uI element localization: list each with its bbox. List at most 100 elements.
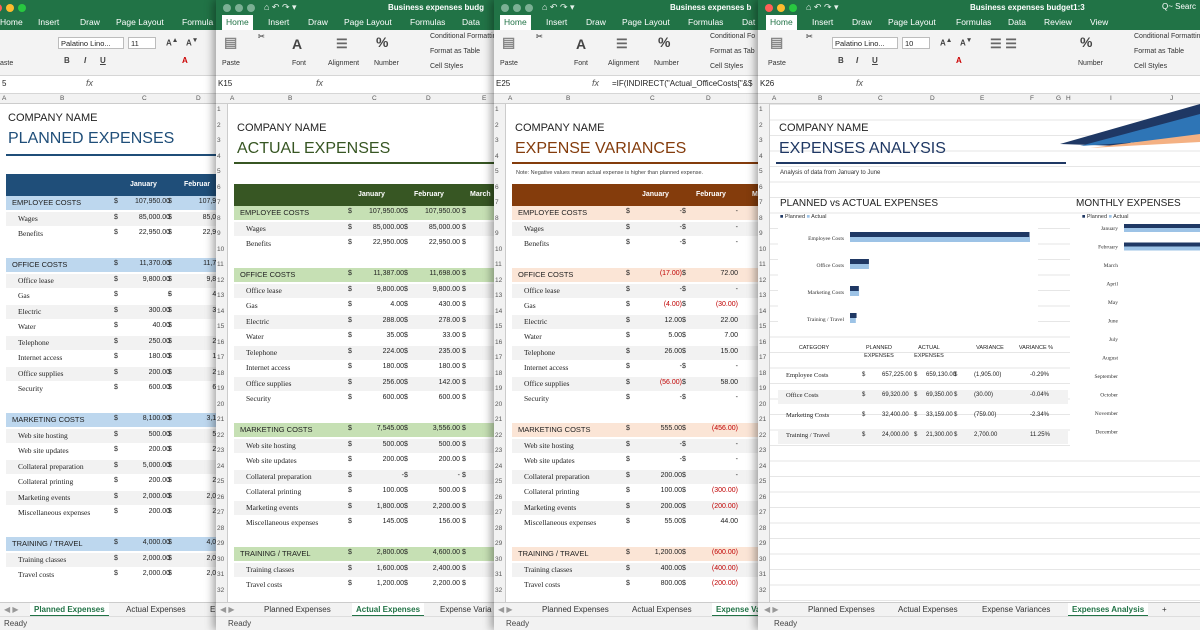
row-number[interactable]: 26 xyxy=(217,493,225,501)
table-row[interactable]: Security $ - $ - xyxy=(512,392,770,406)
underline-button[interactable]: U xyxy=(100,56,106,65)
row-number[interactable]: 2 xyxy=(759,121,763,129)
row-number[interactable]: 24 xyxy=(217,462,225,470)
row-number[interactable]: 4 xyxy=(495,152,499,160)
table-row[interactable]: Marketing events$1,800.00$2,200.00$2,20 xyxy=(234,500,506,515)
row-number[interactable]: 23 xyxy=(495,447,503,454)
row-number[interactable]: 1 xyxy=(217,106,221,113)
tab-formulas[interactable]: Formulas xyxy=(956,17,992,27)
row-number[interactable]: 27 xyxy=(217,509,225,516)
table-row[interactable]: Internet access $ - $ - xyxy=(512,361,770,375)
sheet-tab-variances[interactable]: Expense Varia xyxy=(440,605,492,614)
row-number[interactable]: 16 xyxy=(759,338,767,346)
blank-row[interactable] xyxy=(234,408,506,422)
row-number[interactable]: 12 xyxy=(759,276,767,284)
number-group-label[interactable]: Number xyxy=(374,60,399,67)
row-number[interactable]: 10 xyxy=(759,245,767,253)
tab-page-layout[interactable]: Page Layout xyxy=(622,17,670,27)
row-number[interactable]: 22 xyxy=(495,431,503,439)
row-number[interactable]: 14 xyxy=(495,307,503,315)
table-row[interactable]: Electric $12.00 $22.00 xyxy=(512,314,770,329)
row-number[interactable]: 26 xyxy=(495,493,503,501)
column-letter[interactable]: B xyxy=(818,95,823,102)
search-box[interactable]: Q~ Searc xyxy=(1161,2,1196,11)
tab-data[interactable]: Data xyxy=(462,17,480,27)
formula-input[interactable]: =IF(INDIRECT("Actual_OfficeCosts["&$ xyxy=(612,79,753,88)
blank-row[interactable] xyxy=(6,522,230,536)
tab-formulas[interactable]: Formulas xyxy=(688,17,724,27)
row-number[interactable]: 22 xyxy=(759,431,767,439)
conditional-formatting-button[interactable]: Conditional Fo xyxy=(710,33,756,40)
row-number[interactable]: 5 xyxy=(495,168,499,175)
row-number[interactable]: 13 xyxy=(217,292,225,299)
table-row[interactable]: Gas $ (4.00) $ (30.00) xyxy=(512,299,770,313)
tab-home[interactable]: Home xyxy=(766,15,797,30)
tab-data[interactable]: Data xyxy=(1008,17,1026,27)
row-number[interactable]: 29 xyxy=(217,540,225,547)
table-row[interactable]: Marketing events$2,000.00$2,000 xyxy=(6,490,230,505)
bold-button[interactable]: B xyxy=(838,56,844,65)
cell-styles-button[interactable]: Cell Styles xyxy=(430,63,464,70)
table-row[interactable]: Water$40.00$40 xyxy=(6,320,230,334)
tab-insert[interactable]: Insert xyxy=(812,17,834,27)
alignment-icon[interactable]: ☰ xyxy=(616,36,628,51)
window-controls[interactable] xyxy=(501,4,537,14)
table-row[interactable]: Wages $85,000.00 $85,000 xyxy=(6,211,230,226)
row-number[interactable]: 27 xyxy=(495,509,503,516)
row-number[interactable]: 28 xyxy=(217,524,225,532)
format-as-table-button[interactable]: Format as Table xyxy=(430,48,481,55)
tab-insert[interactable]: Insert xyxy=(268,17,290,27)
sheet-tab-actual[interactable]: Actual Expenses xyxy=(898,605,958,614)
bar-planned[interactable] xyxy=(850,286,859,291)
table-row[interactable]: Marketing events $200.00 $ (200.00) xyxy=(512,500,770,515)
worksheet[interactable]: COMPANY NAME ACTUAL EXPENSES January Feb… xyxy=(228,104,506,602)
category-row[interactable]: EMPLOYEE COSTS $ - $ - xyxy=(512,206,770,220)
table-row[interactable]: Office lease$9,800.00$9,800.00$9,80 xyxy=(234,283,506,298)
bar-planned[interactable] xyxy=(850,313,857,318)
row-number[interactable]: 11 xyxy=(495,261,502,268)
quick-access-icons[interactable]: ⌂ ↶ ↷ ▾ xyxy=(806,2,839,12)
sheet-tab-actual[interactable]: Actual Expenses xyxy=(126,605,186,614)
row-number[interactable]: 5 xyxy=(217,168,221,175)
row-number[interactable]: 20 xyxy=(759,400,767,408)
table-row[interactable]: Travel costs$1,200.00$2,200.00$1,40 xyxy=(234,578,506,592)
table-row[interactable]: Collateral preparation $ - $ - $ xyxy=(234,469,506,484)
percent-icon[interactable]: % xyxy=(658,34,671,50)
tab-formulas[interactable]: Formula xyxy=(182,17,214,27)
table-row[interactable]: Water$35.00$33.00$3 xyxy=(234,330,506,344)
bar-planned[interactable] xyxy=(850,259,869,264)
sheet-tab-analysis[interactable]: Expenses Analysis xyxy=(1068,603,1149,617)
table-row[interactable]: Office supplies$200.00$200 xyxy=(6,366,230,381)
row-number[interactable]: 16 xyxy=(495,338,503,346)
row-number[interactable]: 11 xyxy=(759,261,766,268)
table-row[interactable]: Web site updates$200.00$200 xyxy=(6,444,230,458)
row-number[interactable]: 25 xyxy=(495,478,503,485)
row-number[interactable]: 11 xyxy=(217,261,224,268)
tab-scroll-arrows[interactable]: ◀ ▶ xyxy=(498,605,513,614)
table-row[interactable]: Collateral preparation $5,000.00 $ xyxy=(6,459,230,474)
row-number[interactable]: 7 xyxy=(759,199,763,206)
function-icon[interactable]: fx xyxy=(856,78,864,88)
row-number[interactable]: 5 xyxy=(759,168,763,175)
row-number[interactable]: 20 xyxy=(217,400,225,408)
row-number[interactable]: 4 xyxy=(759,152,763,160)
row-number[interactable]: 30 xyxy=(217,555,225,563)
font-group-label[interactable]: Font xyxy=(292,60,307,67)
category-row[interactable]: OFFICE COSTS$11,387.00$11,698.00$11,69 xyxy=(234,268,506,282)
column-letter[interactable]: C xyxy=(878,95,883,102)
tab-page-layout[interactable]: Page Layout xyxy=(116,17,164,27)
row-number[interactable]: 7 xyxy=(217,199,221,206)
clipboard-icon[interactable]: ▤ xyxy=(224,34,238,50)
row-number[interactable]: 13 xyxy=(759,292,767,299)
bar-planned[interactable] xyxy=(850,232,1030,237)
tab-scroll-arrows[interactable]: ◀ ▶ xyxy=(764,605,779,614)
function-icon[interactable]: fx xyxy=(86,78,94,88)
italic-button[interactable]: I xyxy=(856,56,859,65)
row-number[interactable]: 6 xyxy=(217,183,221,191)
table-row[interactable]: Benefits$22,950.00$22,950.00$22,95 xyxy=(234,237,506,251)
tab-review[interactable]: Review xyxy=(1044,17,1072,27)
row-number[interactable]: 31 xyxy=(217,571,225,578)
column-letter[interactable]: H xyxy=(1066,95,1071,102)
row-number[interactable]: 25 xyxy=(759,478,767,485)
quick-access-icons[interactable]: ⌂ ↶ ↷ ▾ xyxy=(542,2,575,12)
